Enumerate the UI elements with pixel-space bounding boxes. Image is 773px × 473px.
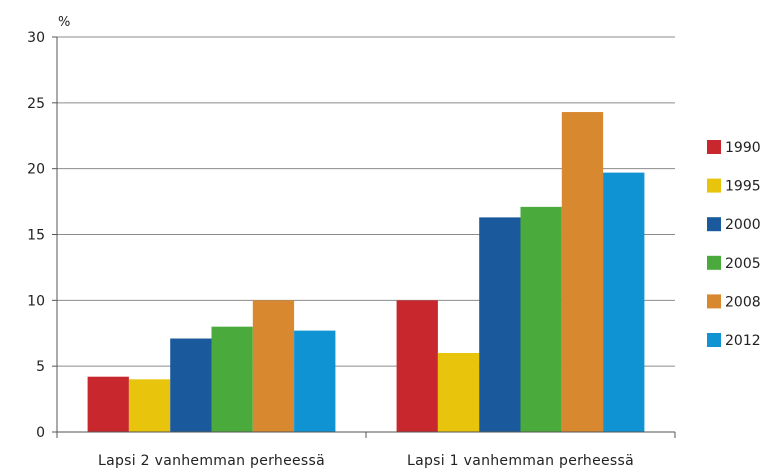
legend-label-1995: 1995: [725, 179, 761, 195]
bar-1995-1: [128, 379, 171, 432]
bar-2000-1: [170, 338, 212, 432]
y-tick-label: 15: [27, 228, 45, 244]
bar-2000-2: [479, 217, 521, 432]
bar-1995-2: [437, 353, 480, 432]
legend-swatch-1995: [707, 178, 721, 193]
legend-label-2008: 2008: [725, 294, 761, 310]
legend-label-2000: 2000: [725, 217, 761, 233]
y-tick-label: 20: [27, 162, 45, 178]
legend-label-1990: 1990: [725, 140, 761, 156]
legend-swatch-2008: [707, 294, 721, 309]
y-tick-label: 30: [27, 30, 45, 46]
legend: 1990 1995 2000 2005 2008 2012: [707, 140, 761, 349]
y-tick-label: 10: [27, 293, 45, 309]
x-tick-labels: Lapsi 2 vanhemman perheessä Lapsi 1 vanhe…: [98, 453, 634, 469]
y-tick-label: 0: [36, 425, 45, 441]
legend-swatch-2012: [707, 333, 721, 347]
bar-2005-2: [520, 206, 562, 432]
bar-2012-1: [294, 330, 336, 432]
legend-swatch-2005: [707, 255, 721, 270]
bar-2012-2: [603, 172, 645, 432]
axes: [52, 36, 676, 438]
bar-2005-1: [211, 326, 253, 432]
bars: [87, 112, 645, 433]
bar-1990-1: [87, 376, 129, 432]
legend-label-2005: 2005: [725, 256, 761, 272]
legend-swatch-1990: [707, 140, 721, 154]
y-axis-unit-label: %: [58, 15, 70, 30]
y-tick-label: 25: [27, 96, 45, 112]
legend-swatch-2000: [707, 217, 721, 232]
bar-2008-2: [561, 112, 604, 433]
y-tick-labels: 0 5 10 15 20 25 30: [27, 30, 45, 441]
legend-label-2012: 2012: [725, 333, 761, 349]
bar-1990-2: [396, 300, 438, 432]
y-tick-label: 5: [36, 359, 45, 375]
bar-2008-1: [252, 300, 295, 432]
x-category-label: Lapsi 2 vanhemman perheessä: [98, 453, 325, 468]
x-category-label: Lapsi 1 vanhemman perheessä: [407, 453, 634, 468]
